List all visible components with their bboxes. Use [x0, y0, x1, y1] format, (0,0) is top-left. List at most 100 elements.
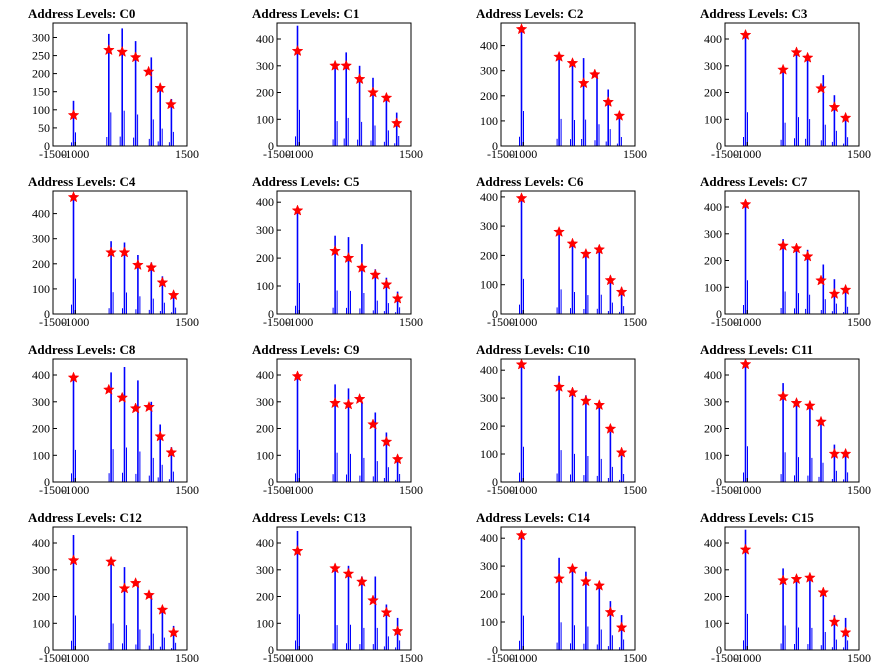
x-tick-label: -1000 — [733, 147, 761, 161]
x-tick-label: -1500 — [711, 651, 739, 665]
peak-marker — [790, 242, 803, 254]
plot-frame — [52, 22, 188, 147]
peak-marker — [615, 446, 628, 458]
plot-frame — [724, 190, 860, 315]
peak-marker — [839, 111, 852, 123]
panel-title: Address Levels: C15 — [700, 510, 814, 525]
peak-marker — [353, 73, 366, 85]
peak-marker — [380, 606, 393, 618]
plot-frame — [724, 526, 860, 651]
peak-marker — [828, 447, 841, 459]
panel-title: Address Levels: C4 — [28, 174, 136, 189]
panel-c15: Address Levels: C15 0 100 200 300 400 -1500-10… — [700, 510, 871, 665]
x-tick-label: 1500 — [175, 315, 199, 329]
peak-marker — [380, 91, 393, 103]
x-tick-label: -1000 — [285, 315, 313, 329]
x-tick-label: 1500 — [847, 651, 871, 665]
y-tick-label: 200 — [480, 248, 498, 262]
peak-marker — [156, 603, 169, 615]
y-tick-label: 0 — [716, 139, 722, 153]
peak-marker — [167, 289, 180, 301]
peak-marker — [579, 575, 592, 587]
peak-marker — [329, 396, 341, 409]
y-tick-label: 50 — [38, 121, 50, 135]
y-tick-label: 400 — [32, 536, 50, 550]
x-tick-label: -1000 — [733, 483, 761, 497]
peak-marker — [390, 117, 403, 129]
peak-marker — [579, 247, 592, 259]
peak-marker — [739, 28, 752, 41]
peak-marker — [777, 63, 789, 75]
peak-marker — [367, 86, 379, 98]
plot-frame — [724, 358, 860, 483]
peak-marker — [801, 51, 814, 63]
panel-title: Address Levels: C14 — [476, 510, 590, 525]
peak-marker — [340, 59, 353, 71]
plot-frame — [500, 190, 636, 315]
x-tick-label: -1000 — [285, 651, 313, 665]
panel-c1: Address Levels: C1 0 100 200 300 400 -1500-100… — [252, 6, 423, 161]
x-tick-label: -1500 — [263, 147, 291, 161]
x-tick-label: -1500 — [487, 483, 515, 497]
panel-c0: Address Levels: C0 0 50 100 150 200 250 300 -150… — [28, 6, 199, 161]
peak-marker — [105, 246, 117, 258]
peak-marker — [145, 261, 158, 273]
y-tick-label: 400 — [256, 195, 274, 209]
panel-title: Address Levels: C7 — [700, 174, 808, 189]
peak-marker — [593, 579, 606, 591]
peak-marker — [353, 392, 366, 405]
plot-frame — [276, 358, 412, 483]
peak-marker — [391, 625, 404, 637]
x-tick-label: -1000 — [285, 483, 313, 497]
y-tick-label: 200 — [32, 590, 50, 604]
y-tick-label: 0 — [716, 475, 722, 489]
peak-marker — [102, 383, 115, 395]
y-tick-label: 300 — [480, 219, 498, 233]
peak-marker — [790, 46, 803, 58]
x-tick-label: -1000 — [509, 651, 537, 665]
y-tick-label: 400 — [704, 536, 722, 550]
y-tick-label: 0 — [492, 643, 498, 657]
panel-c11: Address Levels: C11 0 100 200 300 400 -1500-10… — [700, 342, 871, 497]
x-tick-label: -1000 — [61, 147, 89, 161]
peak-marker — [129, 51, 142, 63]
peak-marker — [515, 23, 528, 35]
x-tick-label: -1500 — [711, 315, 739, 329]
peak-marker — [577, 77, 590, 89]
x-tick-label: -1500 — [263, 483, 291, 497]
y-tick-label: 100 — [480, 447, 498, 461]
x-tick-label: -1500 — [39, 315, 67, 329]
y-tick-label: 200 — [256, 422, 274, 436]
y-tick-label: 100 — [256, 616, 274, 630]
x-tick-label: 1500 — [623, 483, 647, 497]
x-tick-label: 1500 — [847, 483, 871, 497]
x-tick-label: -1000 — [733, 651, 761, 665]
y-tick-label: 400 — [256, 368, 274, 382]
y-tick-label: 0 — [492, 475, 498, 489]
peak-marker — [566, 562, 579, 574]
peak-marker — [803, 399, 816, 411]
y-tick-label: 300 — [256, 59, 274, 73]
peak-marker — [739, 358, 752, 370]
plot-frame — [52, 526, 188, 651]
y-tick-label: 200 — [704, 422, 722, 436]
y-tick-label: 300 — [480, 559, 498, 573]
panel-c3: Address Levels: C3 0 100 200 300 400 -1500-100… — [700, 6, 871, 161]
peak-marker — [391, 453, 404, 465]
peak-marker — [828, 101, 841, 113]
peak-marker — [777, 574, 789, 586]
plot-frame — [500, 22, 636, 147]
peak-marker — [777, 239, 789, 251]
y-tick-label: 200 — [704, 254, 722, 268]
y-tick-label: 100 — [480, 615, 498, 629]
peak-marker — [380, 435, 393, 447]
peak-marker — [391, 292, 404, 304]
peak-marker — [839, 283, 852, 295]
y-tick-label: 0 — [44, 475, 50, 489]
y-tick-label: 400 — [32, 207, 50, 221]
peak-marker — [828, 287, 841, 299]
panel-c13: Address Levels: C13 0 100 200 300 400 -1500-10… — [252, 510, 423, 665]
y-tick-label: 300 — [704, 563, 722, 577]
peak-marker — [553, 380, 565, 392]
